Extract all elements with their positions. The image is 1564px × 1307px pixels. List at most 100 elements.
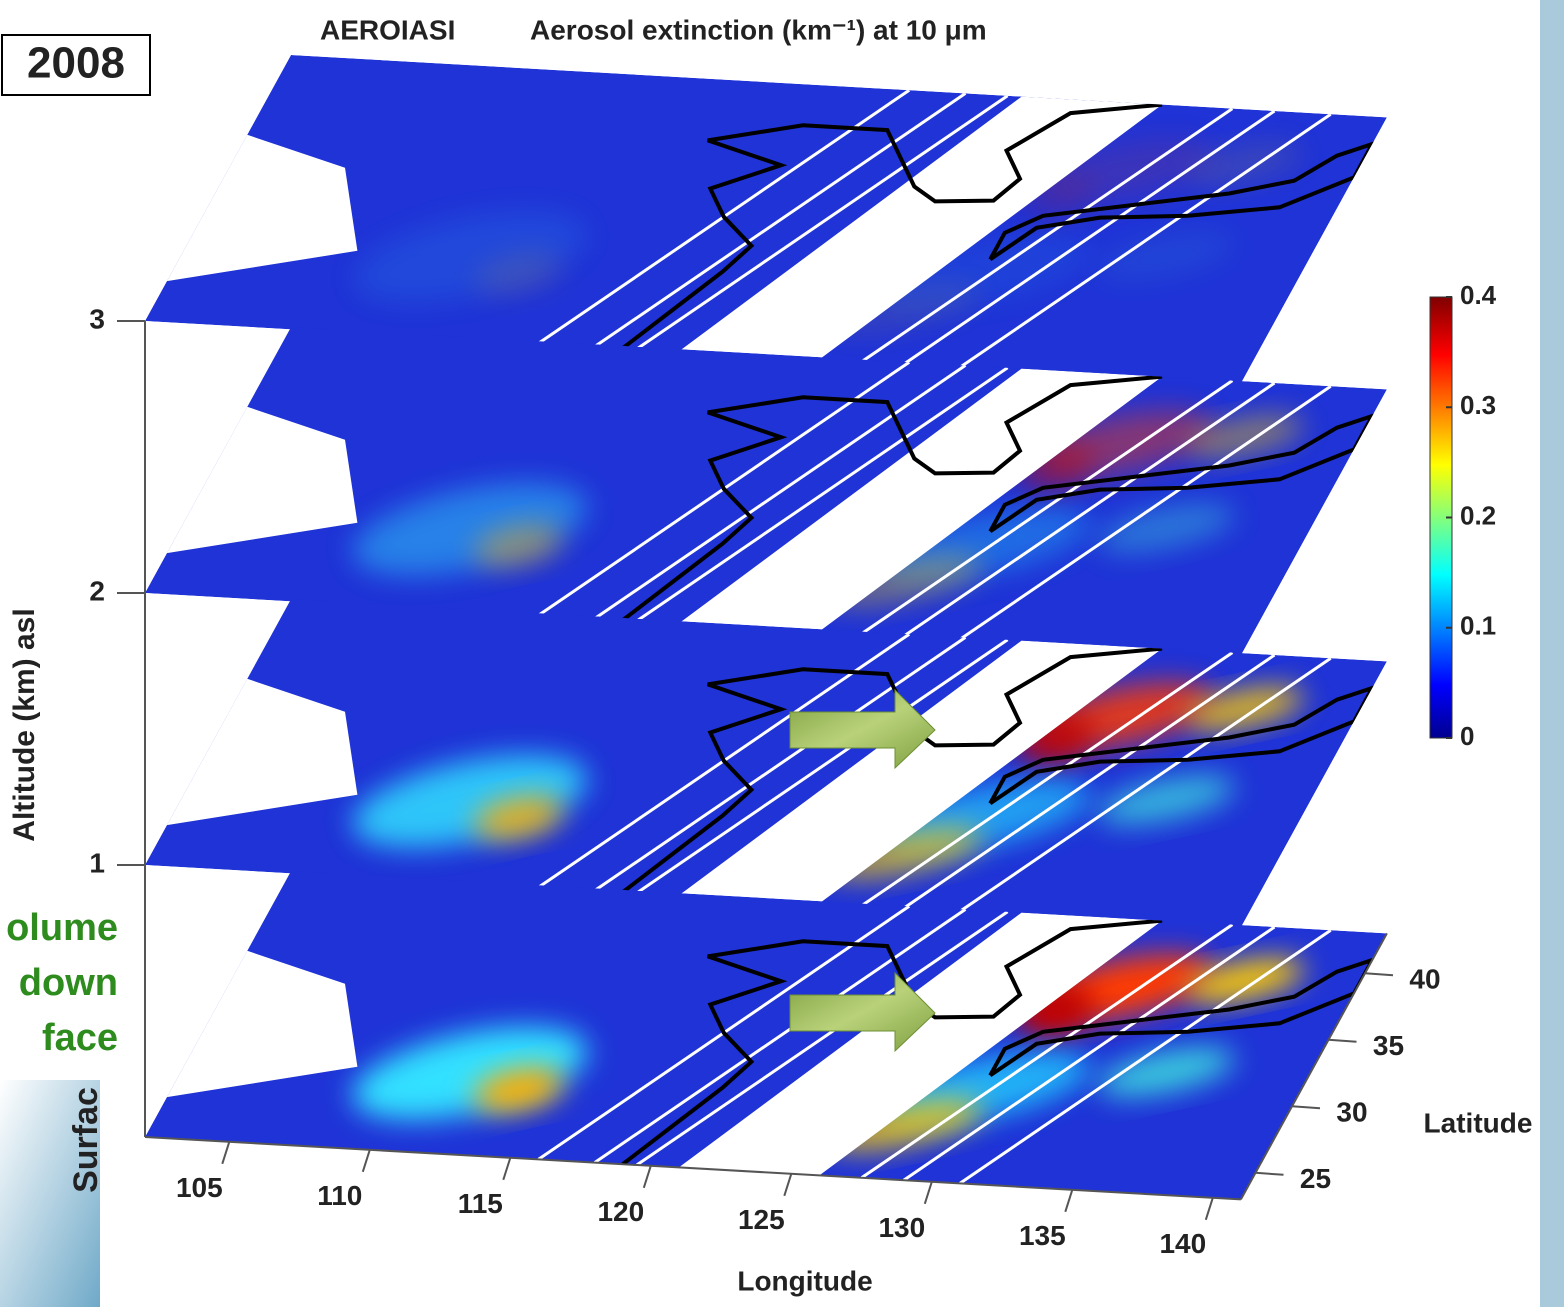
swath-gap [959,656,1332,913]
map-layers [145,55,1387,1200]
plume [474,252,563,296]
z-tick-label: 3 [89,303,105,334]
year-box [1,34,151,96]
arrows [789,688,936,1053]
coastline [621,918,1163,1166]
x-tick-label: 115 [458,1188,503,1219]
colorbar-tick-label: 0.4 [1460,280,1497,310]
x-tick-label: 105 [176,1172,223,1203]
swath-gap [593,92,967,348]
slide-background [1540,0,1564,1307]
map-layer [145,599,1387,928]
map-layer [145,55,1387,384]
plume [1097,1047,1235,1097]
y-tick-label: 25 [1300,1163,1331,1194]
layer-content [145,599,1387,928]
no-data [166,134,358,282]
swath-gap [635,94,1009,351]
y-tick-label: 40 [1409,964,1440,995]
coastline [988,412,1377,534]
map-layer [145,327,1387,656]
coastline [988,684,1377,806]
x-axis [144,1136,1241,1201]
chart-title: Aerosol extinction (km⁻¹) at 10 μm [530,14,987,45]
coastline [988,956,1377,1078]
colorbar-tick-label: 0.2 [1460,500,1496,530]
x-tick-label: 130 [878,1212,925,1243]
y-axis-label: Latitude [1424,1107,1533,1138]
x-tick [783,1173,793,1197]
plume [1097,231,1235,281]
swath-gap [860,379,1234,636]
map-layer [145,871,1387,1200]
x-tick [361,1149,371,1173]
plume [474,796,563,840]
colorbar: 0 0.1 0.2 0.3 0.4 [1429,280,1497,751]
swath-gap [734,916,1107,1172]
colorbar-tick-label: 0.3 [1460,390,1496,420]
plume [1097,503,1235,553]
colorbar-tick-label: 0 [1460,721,1474,751]
arrow [789,688,936,770]
no-data [166,678,358,826]
coastline [621,374,1163,622]
swath-gap [734,100,1107,356]
annotation-line: down [19,962,118,1004]
swath-gap [959,928,1332,1185]
plume [474,524,563,568]
coastline [621,646,1163,894]
z-tick-label: 1 [89,847,105,878]
swath-gap [734,372,1107,628]
z-tick-label: 2 [89,575,105,606]
swath-gap [635,366,1009,623]
x-tick-label: 125 [738,1204,785,1235]
y-tick [1328,1038,1357,1043]
annotation-line: face [42,1017,118,1059]
axes: 1 2 3 105 110 115 120 125 130 135 140 25 30 35 40 [89,303,1440,1259]
y-tick [1291,1105,1321,1110]
swath-gap [902,925,1276,1182]
plume [474,1068,563,1112]
layer-content [145,55,1387,384]
coastline [988,140,1377,262]
x-tick [221,1141,231,1165]
annotation-line: olume [6,907,118,949]
x-tick-label: 110 [317,1180,362,1211]
z-axis-label: Altitude (km) asl [8,608,41,841]
colorbar-tick-label: 0.1 [1460,611,1496,641]
swath-gap [734,644,1107,900]
coastline [621,102,1163,350]
title-prefix: AEROIASI [320,14,455,45]
swath-gap [635,910,1009,1167]
y-axis [1240,932,1388,1200]
swath-gap [860,651,1234,908]
x-tick-label: 135 [1019,1220,1066,1251]
swath-gap [959,112,1332,369]
no-data [166,950,358,1098]
swath-gap [902,653,1276,910]
swath-gap [593,908,967,1164]
swath-gap [860,923,1234,1180]
surface-label: Surfac [67,1087,105,1193]
annotation: olume down face [6,907,118,1059]
swath-gap [860,107,1234,364]
x-tick-label: 140 [1159,1228,1206,1259]
plume [1097,775,1235,825]
y-tick-label: 30 [1336,1097,1367,1128]
x-tick [502,1157,512,1181]
swath-gap [635,638,1009,895]
layer-content [145,871,1387,1200]
slide-background [0,1080,100,1307]
x-tick [1204,1197,1214,1221]
x-tick [923,1181,933,1205]
swath-gap [902,109,1276,366]
year-label: 2008 [27,39,125,88]
x-tick-label: 120 [597,1196,644,1227]
swath-gap [959,384,1332,641]
layer-content [145,327,1387,656]
x-tick [1064,1189,1074,1213]
swath-gap [593,364,967,620]
x-tick [642,1165,652,1189]
swath-gap [593,636,967,892]
